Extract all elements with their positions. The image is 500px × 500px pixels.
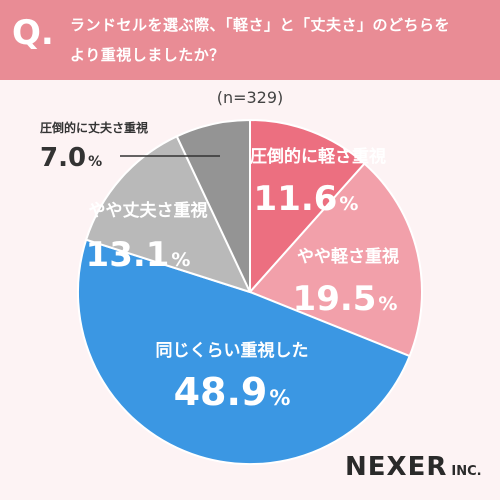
logo-suffix: INC. bbox=[451, 464, 482, 479]
slice-value: 48.9% bbox=[174, 370, 291, 414]
question-header: Q. ランドセルを選ぶ際、「軽さ」と「丈夫さ」のどちらを より重視しましたか？ bbox=[0, 0, 500, 80]
slice-label: 圧倒的に丈夫さ重視 bbox=[40, 120, 148, 135]
slice-value: 11.6% bbox=[254, 179, 359, 219]
slice-value: 7.0% bbox=[40, 143, 102, 173]
pie-slice bbox=[84, 135, 252, 294]
question-line-1: ランドセルを選ぶ際、「軽さ」と「丈夫さ」のどちらを bbox=[70, 16, 451, 34]
question-line-2: より重視しましたか？ bbox=[70, 46, 225, 64]
slice-value: 19.5% bbox=[293, 279, 398, 319]
slice-label: やや軽さ重視 bbox=[297, 246, 399, 267]
sample-size: (n=329) bbox=[216, 88, 284, 107]
slice-label: 圧倒的に軽さ重視 bbox=[250, 146, 386, 167]
logo-main: NEXER bbox=[345, 452, 448, 482]
pie-slice bbox=[248, 162, 423, 358]
nexer-logo: NEXER INC. bbox=[345, 452, 482, 482]
q-mark: Q. bbox=[12, 13, 54, 53]
slice-label: やや丈夫さ重視 bbox=[89, 200, 208, 221]
pie-slice bbox=[175, 118, 251, 293]
pie-slice bbox=[249, 118, 366, 295]
slice-label: 同じくらい重視した bbox=[156, 340, 309, 361]
pie-slice bbox=[76, 238, 411, 466]
slice-value: 13.1% bbox=[86, 235, 191, 275]
